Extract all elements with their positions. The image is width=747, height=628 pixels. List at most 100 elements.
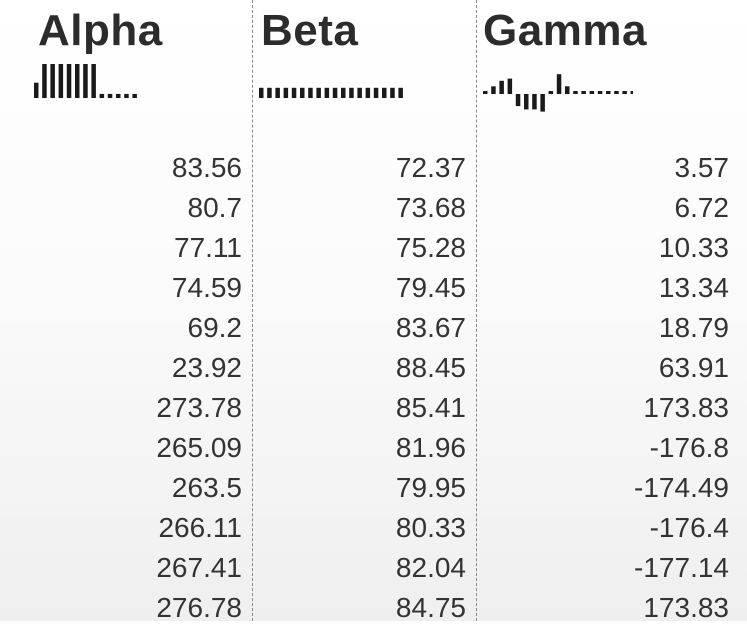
value-cell: 276.78 (156, 592, 242, 623)
sparkline-bar (382, 87, 387, 98)
value-list-alpha: 83.56 80.7 77.11 74.59 69.2 23.92 273.78 265.09… (156, 148, 242, 628)
column-divider (252, 0, 253, 621)
sparkline-bar (597, 91, 603, 94)
sparkline-bar (42, 64, 47, 98)
value-cell: 23.92 (171, 352, 242, 383)
column-title-gamma: Gamma (483, 6, 647, 55)
value-cell: 3.57 (674, 152, 730, 183)
sparkline-bar (124, 93, 129, 98)
value-cell: 273.78 (156, 392, 242, 423)
sparkline-bar (308, 87, 313, 98)
sparkline-bar (275, 87, 280, 98)
sparkline-bar (66, 64, 72, 98)
sparkline-bar (324, 87, 330, 98)
sparkline-bar (491, 86, 496, 94)
value-cell: 265.09 (156, 432, 242, 463)
sparkline-bar (606, 91, 611, 94)
sparkline-bar (99, 93, 105, 98)
sparkline-bar (556, 74, 562, 94)
sparkline-bar (365, 87, 371, 98)
sparkline-bar (83, 64, 88, 98)
value-cell: 13.34 (658, 272, 729, 303)
value-cell: 74.59 (171, 272, 242, 303)
value-cell: 83.67 (395, 312, 466, 343)
sparkline-bar (581, 91, 586, 94)
sparkline-bar (614, 91, 619, 94)
sparkline-bar (50, 64, 55, 98)
value-cell: 69.2 (187, 312, 243, 343)
value-cell: 84.75 (395, 592, 466, 623)
sparkline-bar (116, 93, 121, 98)
sparkline-bar (291, 87, 297, 98)
value-list-beta: 72.37 73.68 75.28 79.45 83.67 88.45 85.41 81.96… (396, 148, 466, 628)
sparkline-bar (316, 87, 321, 98)
value-cell: 263.5 (171, 472, 242, 503)
column-alpha: Alpha 83.56 80.7 77.11 74.59 69.2 23.92 273.78… (0, 0, 252, 623)
sparkline-bar (532, 94, 537, 110)
value-cell: 6.72 (674, 192, 730, 223)
value-cell: -176.8 (649, 432, 729, 463)
value-cell: -177.14 (634, 552, 729, 583)
value-cell: 82.04 (395, 552, 466, 583)
sparkline-bar (349, 87, 354, 98)
column-beta: Beta 72.37 73.68 75.28 79.45 83.67 88.45 85.41… (253, 0, 476, 623)
sparkline-bar (507, 78, 513, 94)
sparkline-bar (515, 94, 521, 107)
value-cell: 18.79 (658, 312, 729, 343)
value-cell: 75.28 (395, 232, 466, 263)
value-cell: 173.83 (643, 392, 729, 423)
value-cell: 80.7 (187, 192, 243, 223)
sparkline-bar (565, 86, 570, 94)
sparkline-alpha (34, 64, 137, 98)
sparkline-bar (91, 64, 96, 98)
sparkline-bar (34, 82, 39, 98)
sparkline-bar (332, 87, 338, 98)
sparkline-bar (373, 87, 379, 98)
sparkline-bar (267, 87, 272, 98)
value-cell: -176.4 (649, 512, 729, 543)
sparkline-bar (540, 94, 545, 112)
sparkline-bar (283, 87, 289, 98)
value-cell: 266.11 (158, 512, 242, 543)
value-cell: 173.83 (643, 592, 729, 623)
value-cell: 79.45 (395, 272, 466, 303)
sparkline-bar (132, 93, 137, 98)
sparkline-bar (499, 80, 504, 94)
sparkline-bar (483, 91, 488, 94)
sparkline-bar (573, 91, 578, 94)
sparkline-bar (622, 91, 627, 94)
value-cell: 267.41 (156, 552, 242, 583)
value-cell: 63.91 (658, 352, 729, 383)
value-cell: -174.49 (634, 472, 729, 503)
sparkline-bar (390, 87, 395, 98)
sparkline-bar (341, 87, 346, 98)
sparkline-bar (630, 91, 633, 94)
value-cell: 85.41 (395, 392, 466, 423)
column-divider (476, 0, 477, 621)
sparkline-bar (589, 91, 595, 94)
column-gamma: Gamma 3.57 6.72 10.33 13.34 18.79 63.91 173.83… (477, 0, 739, 623)
value-cell: 79.95 (395, 472, 466, 503)
value-cell: 83.56 (171, 152, 242, 183)
sparkline-bar (259, 87, 264, 98)
value-cell: 88.45 (395, 352, 466, 383)
sparkline-bar (398, 87, 403, 98)
value-cell: 80.33 (395, 512, 466, 543)
sparkline-bar (107, 93, 113, 98)
sparkline-bar (548, 91, 554, 94)
sparkline-bar (58, 64, 64, 98)
value-cell: 10.33 (658, 232, 729, 263)
column-title-alpha: Alpha (38, 6, 163, 55)
value-list-gamma: 3.57 6.72 10.33 13.34 18.79 63.91 173.83 -176.8… (634, 148, 729, 628)
sparkline-bar (75, 64, 80, 98)
sparkline-bar (357, 87, 362, 98)
value-cell: 73.68 (395, 192, 466, 223)
sparkline-bar (524, 94, 529, 110)
value-cell: 81.96 (395, 432, 466, 463)
sparkline-bar (300, 87, 305, 98)
value-cell: 77.11 (174, 232, 242, 263)
sparkline-gamma (483, 74, 633, 112)
sparkline-beta (259, 87, 403, 98)
value-cell: 72.37 (395, 152, 466, 183)
column-title-beta: Beta (261, 6, 359, 55)
